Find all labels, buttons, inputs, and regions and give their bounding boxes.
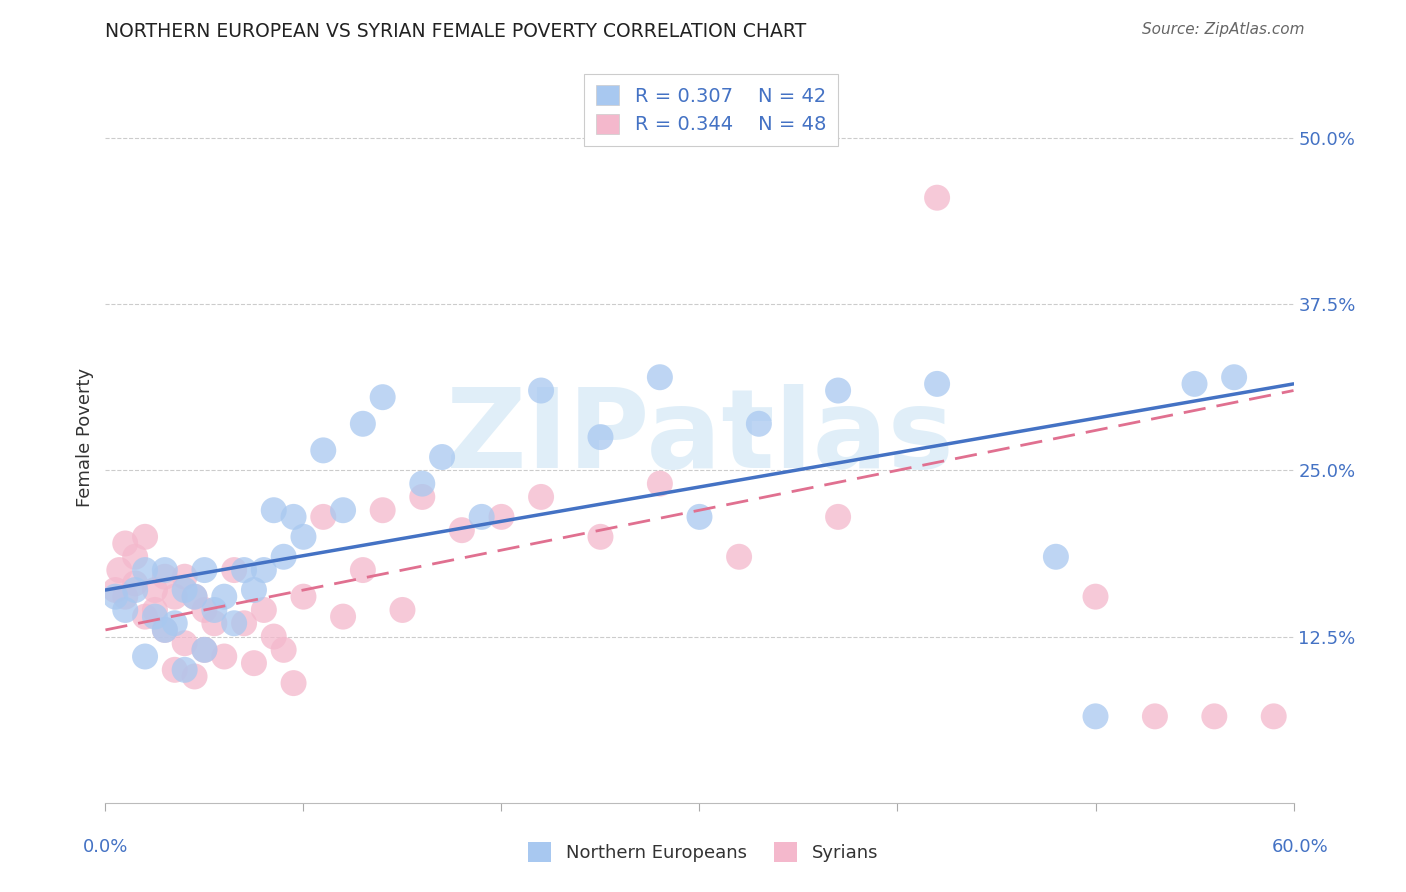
Point (163, 663, 186, 677)
Point (283, 509, 305, 524)
Point (202, 616, 225, 631)
Point (352, 417, 374, 431)
Point (1204, 709, 1226, 723)
Point (263, 630, 285, 644)
Point (233, 563, 256, 577)
Point (153, 623, 176, 637)
Point (134, 649, 156, 664)
Point (411, 490, 433, 504)
Point (292, 590, 315, 604)
Point (163, 590, 186, 604)
Point (273, 643, 295, 657)
Point (134, 609, 156, 624)
Point (1184, 376, 1206, 391)
Point (450, 523, 472, 537)
Point (283, 676, 305, 690)
Point (312, 443, 335, 458)
Point (728, 549, 751, 564)
Point (124, 549, 146, 564)
Point (108, 563, 131, 577)
Text: 60.0%: 60.0% (1272, 838, 1329, 855)
Point (183, 590, 205, 604)
Point (748, 417, 770, 431)
Point (104, 582, 127, 597)
Point (589, 430, 612, 444)
Point (243, 656, 266, 670)
Point (193, 603, 215, 617)
Point (589, 530, 612, 544)
Point (471, 509, 494, 524)
Point (173, 582, 195, 597)
Y-axis label: Female Poverty: Female Poverty (76, 368, 94, 507)
Point (214, 590, 236, 604)
Point (193, 563, 215, 577)
Point (193, 643, 215, 657)
Point (312, 509, 335, 524)
Point (411, 476, 433, 491)
Point (202, 603, 225, 617)
Point (143, 582, 166, 597)
Text: Source: ZipAtlas.com: Source: ZipAtlas.com (1142, 22, 1305, 37)
Point (104, 590, 127, 604)
Point (430, 450, 453, 464)
Point (193, 643, 215, 657)
Point (243, 582, 266, 597)
Point (114, 603, 136, 617)
Point (1084, 590, 1107, 604)
Point (173, 663, 195, 677)
Point (1143, 709, 1166, 723)
Point (925, 376, 948, 391)
Point (1084, 709, 1107, 723)
Point (530, 384, 553, 398)
Point (273, 549, 295, 564)
Point (143, 609, 166, 624)
Point (292, 530, 315, 544)
Point (163, 616, 186, 631)
Point (253, 563, 276, 577)
Point (153, 563, 176, 577)
Point (153, 570, 176, 584)
Point (925, 191, 948, 205)
Text: 0.0%: 0.0% (83, 838, 128, 855)
Point (134, 563, 156, 577)
Point (114, 590, 136, 604)
Point (224, 616, 246, 631)
Point (689, 509, 711, 524)
Point (648, 370, 671, 384)
Legend: Northern Europeans, Syrians: Northern Europeans, Syrians (520, 835, 886, 870)
Point (263, 503, 285, 517)
Point (183, 669, 205, 683)
Point (371, 390, 394, 404)
Point (827, 384, 849, 398)
Point (134, 530, 156, 544)
Point (183, 590, 205, 604)
Point (214, 649, 236, 664)
Point (124, 582, 146, 597)
Legend: R = 0.307    N = 42, R = 0.344    N = 48: R = 0.307 N = 42, R = 0.344 N = 48 (585, 74, 838, 146)
Point (253, 603, 276, 617)
Point (153, 623, 176, 637)
Point (173, 636, 195, 650)
Point (827, 509, 849, 524)
Point (332, 503, 354, 517)
Point (1223, 370, 1246, 384)
Point (371, 503, 394, 517)
Point (1045, 549, 1067, 564)
Point (491, 509, 513, 524)
Point (224, 563, 246, 577)
Point (114, 536, 136, 550)
Point (1263, 709, 1285, 723)
Text: ZIPatlas: ZIPatlas (446, 384, 953, 491)
Point (233, 616, 256, 631)
Point (173, 570, 195, 584)
Text: NORTHERN EUROPEAN VS SYRIAN FEMALE POVERTY CORRELATION CHART: NORTHERN EUROPEAN VS SYRIAN FEMALE POVER… (105, 22, 807, 41)
Point (143, 603, 166, 617)
Point (332, 609, 354, 624)
Point (648, 476, 671, 491)
Point (530, 490, 553, 504)
Point (352, 563, 374, 577)
Point (124, 576, 146, 591)
Point (391, 603, 413, 617)
